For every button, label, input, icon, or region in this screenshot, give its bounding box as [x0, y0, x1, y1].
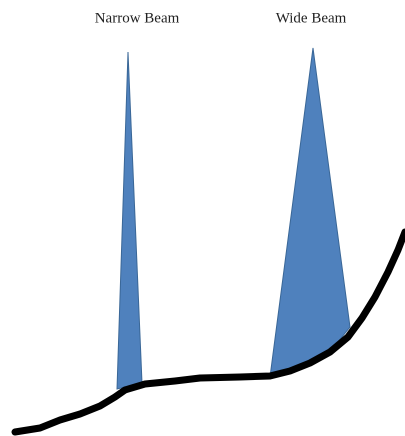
page: {"beams": [{"label": "Narrow Beam"}, {"l…: [0, 0, 405, 436]
wide-beam: [270, 48, 350, 377]
beam-label: Narrow Beam: [95, 10, 180, 26]
beam-diagram: Narrow Beam Wide Beam: [0, 0, 405, 436]
narrow-beam: [117, 52, 142, 389]
beam-label: Wide Beam: [276, 10, 347, 26]
